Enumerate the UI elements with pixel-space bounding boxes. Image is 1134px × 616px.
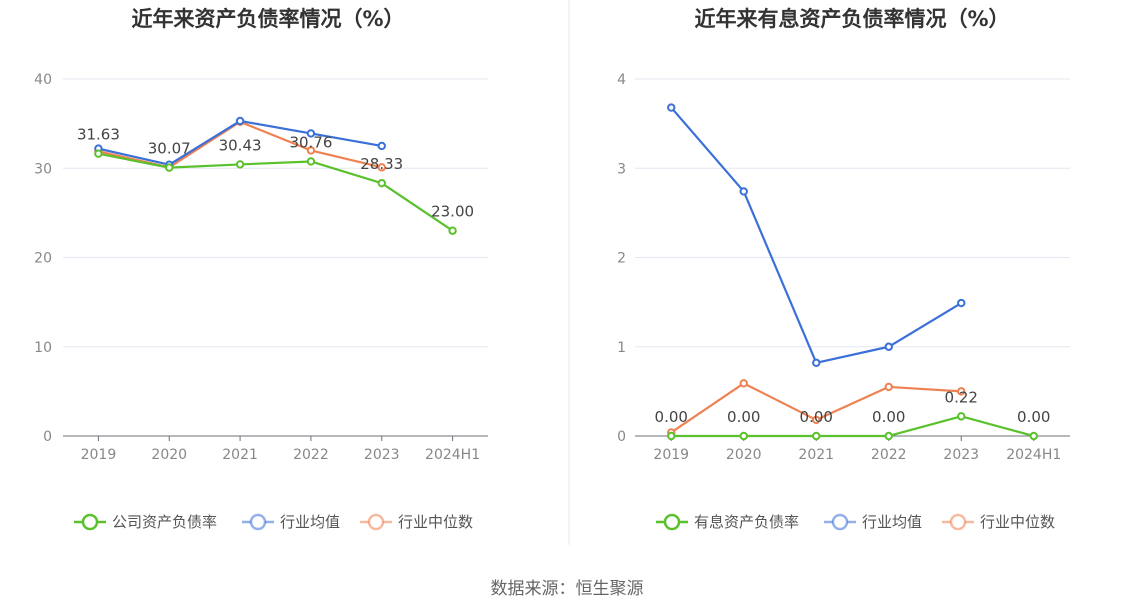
legend-item: 行业中位数 — [360, 513, 473, 531]
legend-marker — [81, 513, 99, 531]
data-point — [739, 379, 748, 388]
legend-marker — [249, 513, 267, 531]
legend-label: 有息资产负债率 — [694, 513, 799, 531]
data-point — [667, 103, 676, 112]
x-tick-label: 2022 — [293, 447, 329, 463]
data-point — [377, 163, 386, 172]
x-tick-label: 2021 — [222, 447, 258, 463]
y-tick-label: 0 — [43, 429, 52, 445]
x-tick-label: 2019 — [81, 447, 117, 463]
data-point — [1029, 431, 1038, 441]
data-point — [377, 178, 386, 188]
data-point — [957, 412, 966, 421]
y-tick-label: 10 — [34, 340, 52, 356]
legend-label: 行业均值 — [862, 513, 922, 531]
y-tick-label: 4 — [617, 72, 626, 88]
x-tick-label: 2021 — [798, 447, 834, 463]
legend-item: 行业均值 — [242, 513, 340, 531]
data-point — [377, 141, 386, 151]
data-label: 28.33 — [360, 155, 403, 173]
chart-panel-1: 近年来资产负债率情况（%） 0 10 20 30 40 2019 2020 2021 2022 20… — [34, 7, 488, 531]
x-tick-label: 2019 — [653, 447, 689, 463]
data-point — [235, 160, 245, 169]
legend-label: 行业中位数 — [980, 513, 1055, 531]
data-point — [667, 431, 676, 441]
x-tick-label: 2022 — [871, 447, 907, 463]
legend-marker — [367, 513, 385, 531]
data-point — [812, 415, 821, 425]
data-point — [884, 342, 893, 351]
data-point — [235, 116, 245, 126]
chart-title: 近年来有息资产负债率情况（%） — [694, 7, 1009, 31]
legend-item: 公司资产负债率 — [74, 513, 217, 531]
data-point — [306, 146, 316, 155]
data-label: 0.00 — [1017, 408, 1050, 426]
data-point — [957, 387, 966, 396]
data-label: 30.43 — [219, 136, 262, 154]
data-point — [165, 163, 174, 172]
x-tick-label: 2024H1 — [1006, 447, 1061, 463]
data-point — [812, 431, 821, 441]
chart-title: 近年来资产负债率情况（%） — [131, 7, 404, 31]
legend-label: 行业中位数 — [398, 513, 473, 531]
data-label: 30.76 — [289, 133, 332, 151]
data-label: 0.00 — [727, 408, 760, 426]
data-label: 23.00 — [431, 203, 474, 221]
x-tick-label: 2023 — [364, 447, 400, 463]
y-tick-label: 2 — [617, 251, 626, 267]
legend-marker — [663, 513, 681, 531]
legend-item: 有息资产负债率 — [656, 513, 799, 531]
data-label: 0.00 — [872, 408, 905, 426]
data-source: 数据来源：恒生聚源 — [490, 579, 644, 599]
data-point — [306, 157, 316, 166]
chart-panel-2: 近年来有息资产负债率情况（%） 0 1 2 3 4 2019 2020 2021 2022 2023… — [617, 7, 1070, 531]
x-tick-label: 2023 — [943, 447, 979, 463]
data-point — [306, 129, 316, 138]
legend-label: 公司资产负债率 — [112, 513, 217, 531]
x-tick-label: 2024H1 — [425, 447, 480, 463]
legend-item: 行业中位数 — [942, 513, 1055, 531]
data-label: 30.07 — [148, 140, 191, 158]
legend-item: 行业均值 — [824, 513, 922, 531]
y-tick-label: 40 — [34, 72, 52, 88]
x-tick-label: 2020 — [726, 447, 762, 463]
data-point — [812, 358, 821, 368]
data-point — [94, 149, 103, 158]
data-label: 0.00 — [800, 408, 833, 426]
data-point — [739, 187, 748, 196]
data-point — [884, 382, 893, 392]
legend-marker — [949, 513, 967, 531]
data-point — [739, 431, 748, 441]
y-tick-label: 0 — [617, 429, 626, 445]
data-label: 31.63 — [77, 126, 120, 144]
series-line — [98, 152, 454, 232]
series-line — [671, 415, 1035, 438]
legend-marker — [831, 513, 849, 531]
data-label: 0.22 — [945, 388, 978, 406]
series-line — [670, 106, 962, 364]
x-tick-label: 2020 — [151, 447, 187, 463]
data-point — [884, 431, 893, 441]
y-tick-label: 3 — [617, 161, 626, 177]
y-tick-label: 30 — [34, 161, 52, 177]
data-point — [448, 226, 457, 235]
legend-label: 行业均值 — [280, 513, 340, 531]
y-tick-label: 1 — [617, 340, 626, 356]
data-label: 0.00 — [655, 408, 688, 426]
y-tick-label: 20 — [34, 251, 52, 267]
data-point — [957, 298, 966, 308]
